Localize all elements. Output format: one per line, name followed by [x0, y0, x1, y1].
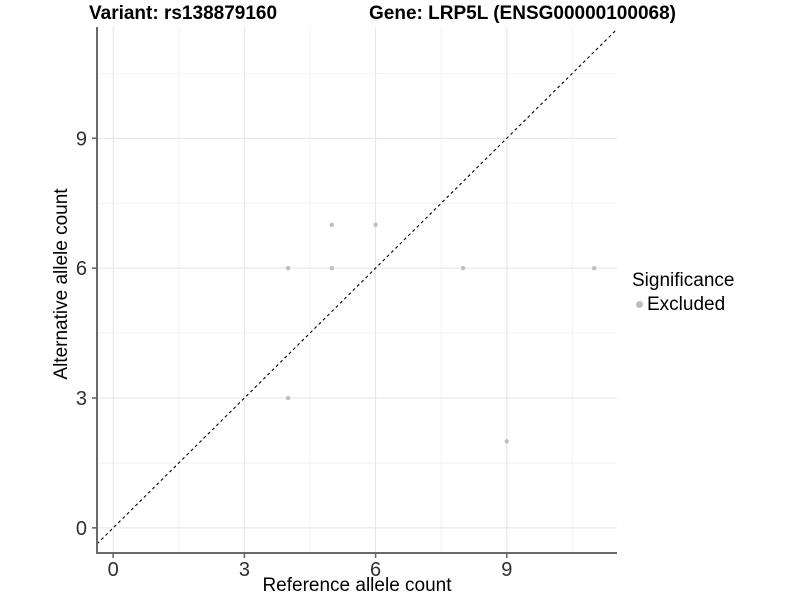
- x-tick-label: 3: [239, 559, 250, 581]
- legend-item-excluded: Excluded: [632, 294, 734, 316]
- x-tick-label: 9: [501, 559, 512, 581]
- data-point: [504, 439, 509, 444]
- x-tick-label: 0: [108, 559, 119, 581]
- y-tick-label: 3: [76, 388, 87, 410]
- plot-title-gene: Gene: LRP5L (ENSG00000100068): [369, 3, 676, 24]
- data-point: [592, 265, 597, 271]
- legend-item-label: Excluded: [647, 293, 726, 315]
- data-point: [329, 222, 335, 228]
- data-point: [373, 222, 378, 228]
- legend: Significance Excluded: [632, 270, 734, 316]
- identity-line: [96, 28, 618, 545]
- data-point: [329, 265, 335, 271]
- y-axis-title: Alternative allele count: [51, 188, 72, 380]
- y-tick-label: 0: [76, 518, 87, 540]
- plot-title-variant: Variant: rs138879160: [89, 3, 278, 24]
- x-tick-label: 6: [370, 559, 381, 581]
- data-point: [460, 265, 466, 271]
- y-tick-label: 6: [76, 258, 87, 280]
- y-tick-label: 9: [76, 128, 87, 150]
- data-point: [285, 265, 291, 271]
- legend-dot-icon: [636, 301, 643, 309]
- data-point: [285, 395, 291, 401]
- legend-title: Significance: [632, 270, 735, 291]
- x-axis-title: Reference allele count: [262, 575, 452, 596]
